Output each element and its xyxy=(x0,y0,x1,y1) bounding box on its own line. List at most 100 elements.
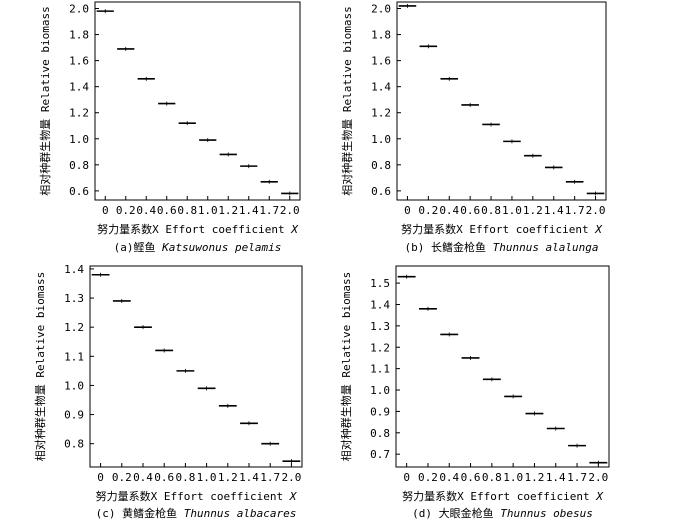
data-box xyxy=(199,138,217,143)
caption-species: Thunnus alalunga xyxy=(493,241,599,254)
data-box xyxy=(419,306,437,311)
x-tick-label: 1.2 xyxy=(523,204,543,217)
x-tick-label: 1.7 xyxy=(565,204,585,217)
x-tick-label: 1.7 xyxy=(567,471,587,484)
y-tick-label: 0.7 xyxy=(370,448,390,461)
y-tick-label: 1.0 xyxy=(69,133,89,146)
y-tick-label: 0.8 xyxy=(370,427,390,440)
data-box xyxy=(219,152,237,157)
caption-prefix: (c) 黄鳍金枪鱼 xyxy=(96,506,184,520)
x-tick-label: 0 xyxy=(404,204,411,217)
x-axis-label-var: X xyxy=(290,223,299,236)
data-box xyxy=(134,325,152,330)
panel-caption: (b) 长鳍金枪鱼 Thunnus alalunga xyxy=(404,240,598,254)
y-tick-label: 1.8 xyxy=(371,29,391,42)
data-box xyxy=(397,274,416,279)
y-tick-label: 1.4 xyxy=(371,81,391,94)
y-tick-label: 1.4 xyxy=(370,298,390,311)
data-box xyxy=(525,411,544,416)
x-tick-label: 0.6 xyxy=(154,471,174,484)
data-box xyxy=(155,348,174,353)
x-tick-label: 0 xyxy=(102,204,109,217)
chart-panel: 0.60.81.01.21.41.61.82.00 0.2 0.4 0.6 0.8 1.0… xyxy=(38,1,301,254)
x-axis-label-text: 努力量系数X Effort coefficient xyxy=(402,489,596,503)
x-tick-label: 1.4 xyxy=(546,471,566,484)
x-axis-label: 努力量系数X Effort coefficient X xyxy=(402,489,604,503)
x-tick-label: 1.2 xyxy=(218,204,238,217)
data-box xyxy=(261,441,280,446)
x-tick-label: 1.0 xyxy=(503,471,523,484)
x-tick-label: 0.2 xyxy=(418,204,438,217)
chart-panel: 0.70.80.91.01.11.21.31.41.50 0.2 0.4 0.6 0.8… xyxy=(339,265,610,520)
x-tick-label: 0.6 xyxy=(157,204,177,217)
x-axis-label: 努力量系数X Effort coefficient X xyxy=(96,489,298,503)
x-tick-label: 1.0 xyxy=(502,204,522,217)
y-tick-label: 1.5 xyxy=(370,277,390,290)
caption-prefix: (d) 大眼金枪鱼 xyxy=(412,506,500,520)
data-box xyxy=(96,9,114,14)
data-box xyxy=(461,102,479,107)
data-box xyxy=(176,368,195,373)
data-box xyxy=(504,394,523,399)
x-tick-label: 0.6 xyxy=(461,471,481,484)
x-tick-label: 1.2 xyxy=(218,471,238,484)
data-box xyxy=(197,386,216,391)
data-box xyxy=(546,426,565,431)
x-axis-label-text: 努力量系数X Effort coefficient xyxy=(401,222,595,236)
y-tick-label: 2.0 xyxy=(371,3,391,16)
x-axis-label: 努力量系数X Effort coefficient X xyxy=(97,222,299,236)
x-tick-label: 0.2 xyxy=(112,471,132,484)
data-box xyxy=(282,459,301,464)
y-tick-label: 1.4 xyxy=(64,263,84,276)
data-box xyxy=(419,44,438,49)
x-tick-label: 1.4 xyxy=(239,204,259,217)
x-tick-label: 0.4 xyxy=(133,471,153,484)
caption-species: Thunnus obesus xyxy=(500,507,593,520)
data-box xyxy=(260,179,278,184)
x-tick-label: 0.4 xyxy=(439,471,459,484)
data-box xyxy=(589,460,608,465)
x-tick-label: 0.8 xyxy=(482,471,502,484)
y-tick-label: 1.0 xyxy=(371,133,391,146)
y-tick-label: 1.2 xyxy=(69,107,89,120)
x-tick-label: 1.4 xyxy=(544,204,564,217)
y-tick-label: 1.0 xyxy=(64,379,84,392)
y-tick-label: 1.2 xyxy=(64,321,84,334)
x-tick-label: 2.0 xyxy=(281,471,301,484)
x-tick-label: 0 xyxy=(97,471,104,484)
x-tick-label: 1.0 xyxy=(198,204,218,217)
y-axis-label: 相对种群生物量 Relative biomass xyxy=(339,272,353,462)
data-box xyxy=(112,298,131,303)
y-tick-label: 0.9 xyxy=(370,405,390,418)
x-axis-label-var: X xyxy=(594,223,603,236)
plot-frame xyxy=(396,1,607,201)
y-tick-label: 0.6 xyxy=(371,185,391,198)
data-box xyxy=(524,153,542,158)
chart-panel: 0.60.81.01.21.41.61.82.00 0.2 0.4 0.6 0.8 1.0… xyxy=(340,1,607,254)
x-tick-label: 0.2 xyxy=(418,471,438,484)
x-tick-label: 0.4 xyxy=(439,204,459,217)
x-tick-label: 0.2 xyxy=(116,204,136,217)
y-axis-label: 相对种群生物量 Relative biomass xyxy=(38,6,52,196)
plot-frame xyxy=(89,265,303,468)
data-box xyxy=(218,403,237,408)
data-box xyxy=(281,191,299,196)
data-box xyxy=(158,101,176,106)
y-tick-label: 1.2 xyxy=(371,107,391,120)
data-box xyxy=(461,355,480,360)
x-tick-label: 2.0 xyxy=(280,204,300,217)
x-tick-label: 2.0 xyxy=(586,204,606,217)
y-tick-label: 1.6 xyxy=(69,55,89,68)
x-axis-label-text: 努力量系数X Effort coefficient xyxy=(97,222,291,236)
x-axis-label-text: 努力量系数X Effort coefficient xyxy=(96,489,290,503)
y-axis-label: 相对种群生物量 Relative biomass xyxy=(33,272,47,462)
x-axis-label-var: X xyxy=(595,490,604,503)
data-box xyxy=(586,191,605,196)
x-tick-label: 1.7 xyxy=(259,204,279,217)
x-tick-label: 0.4 xyxy=(136,204,156,217)
y-tick-label: 1.8 xyxy=(69,29,89,42)
caption-species: Thunnus albacares xyxy=(184,507,297,520)
data-box xyxy=(240,164,258,169)
x-tick-label: 0.8 xyxy=(175,471,195,484)
data-box xyxy=(91,272,110,277)
